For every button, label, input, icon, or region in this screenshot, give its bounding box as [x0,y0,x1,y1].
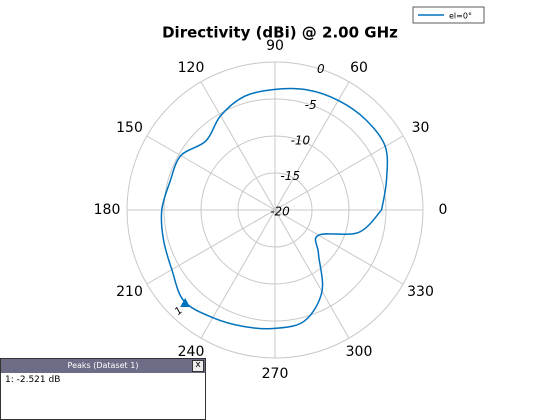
r-tick-label: 0 [317,62,325,76]
peak-rows: 1: -2.521 dB [1,373,205,387]
r-tick-label: -5 [305,98,317,112]
r-tick-label: -15 [280,169,300,183]
theta-tick-label: 120 [178,60,205,76]
panel-title-text: Peaks (Dataset 1) [67,361,139,370]
theta-tick-label: 300 [346,344,373,360]
theta-tick-label: 30 [412,120,430,136]
theta-tick-label: 90 [266,38,284,54]
panel-title: Peaks (Dataset 1) x [1,359,205,373]
grid-spoke [146,209,276,285]
legend-label: el=0° [449,12,472,21]
peaks-panel: Peaks (Dataset 1) x 1: -2.521 dB [0,358,206,420]
peak-row: 1: -2.521 dB [5,375,61,385]
theta-tick-label: 150 [116,120,143,136]
grid-spoke [274,209,404,285]
legend [412,6,485,24]
theta-tick-label: 0 [439,202,448,218]
pattern-line [160,87,389,330]
theta-tick-label: 330 [407,284,434,300]
r-tick-label: -20 [270,205,290,219]
grid-spoke [274,209,350,339]
r-tick-label: -10 [291,133,311,147]
chart-title: Directivity (dBi) @ 2.00 GHz [162,24,398,42]
theta-tick-label: 270 [262,366,289,382]
grid-spoke [274,81,350,211]
peak-label: 1 [173,305,185,318]
peak-marker [180,298,191,308]
theta-tick-label: 240 [178,344,205,360]
grid-spoke [200,81,276,211]
theta-tick-label: 60 [350,60,368,76]
grid-spoke [146,135,276,211]
close-button[interactable]: x [192,360,204,372]
grid-spoke [200,209,276,339]
theta-tick-label: 180 [94,202,121,218]
theta-tick-label: 210 [116,284,143,300]
grid-spoke [274,135,404,211]
